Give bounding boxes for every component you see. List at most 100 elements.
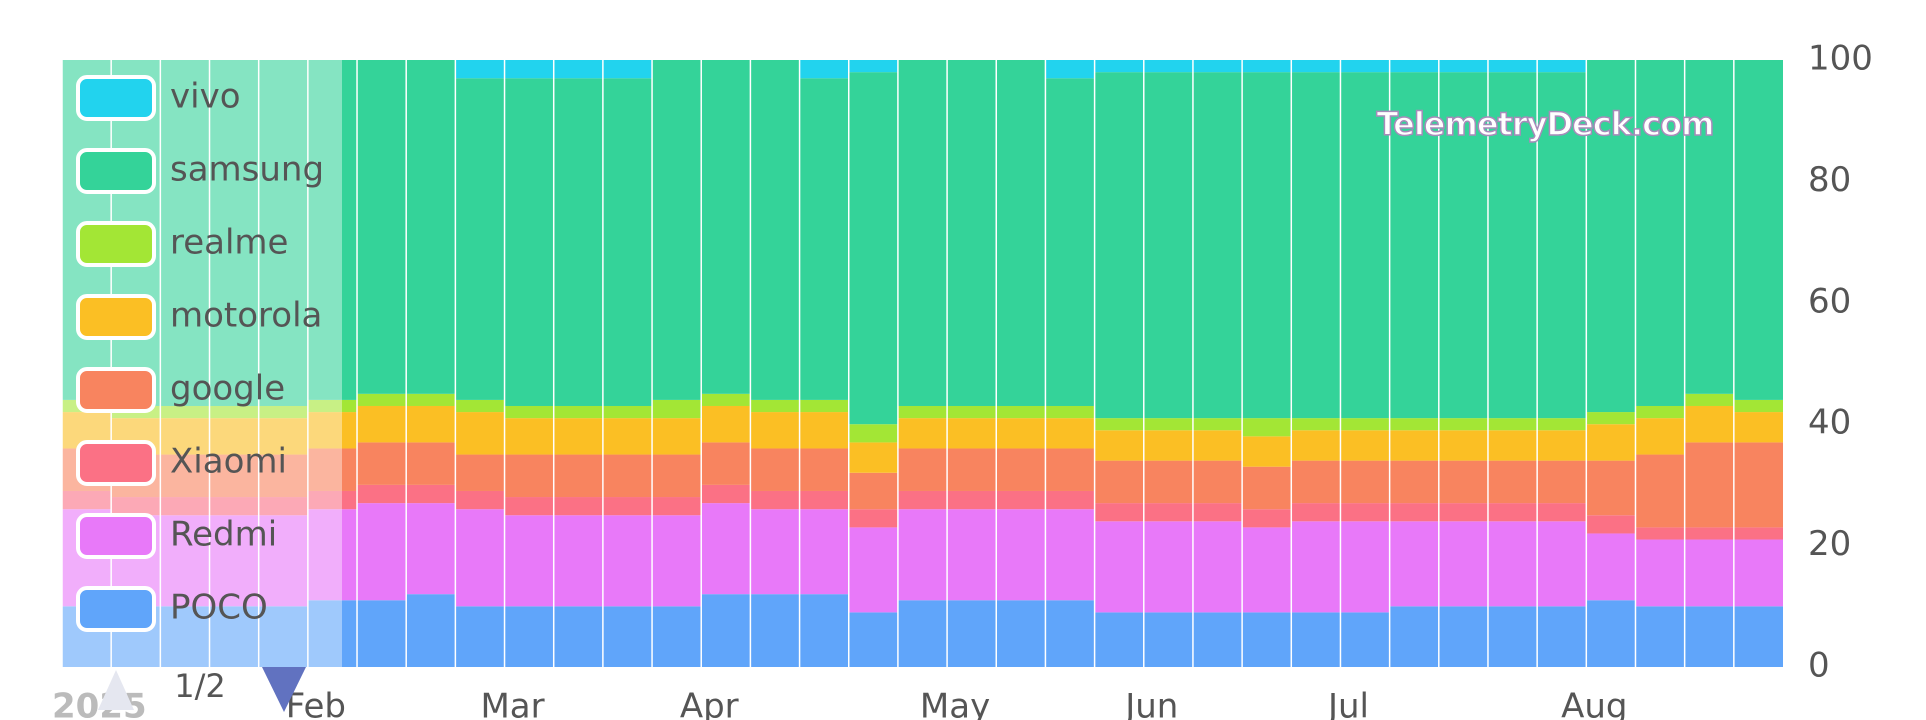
bar-segment: [897, 490, 948, 510]
bar-segment: [701, 594, 751, 667]
bar-segment: [652, 497, 702, 516]
legend-item[interactable]: samsung: [76, 148, 324, 194]
bar-segment: [1192, 60, 1243, 73]
bar-segment: [1537, 606, 1587, 667]
bar-segment: [1192, 418, 1243, 431]
bar-segment: [455, 60, 505, 79]
bar-segment: [848, 527, 898, 613]
bar-segment: [1635, 418, 1685, 455]
bar-segment: [1389, 60, 1439, 73]
bar-segment: [1586, 515, 1636, 534]
bar-segment: [1438, 60, 1488, 73]
bar-segment: [602, 497, 653, 516]
bar-segment: [1389, 72, 1439, 419]
y-tick-label: 40: [1808, 403, 1851, 443]
bar-segment: [1045, 418, 1095, 449]
bar-segment: [1586, 460, 1636, 516]
x-tick-label: Apr: [680, 687, 739, 720]
bar-segment: [1487, 72, 1538, 419]
bar-segment: [1242, 466, 1292, 510]
x-tick-label: Mar: [480, 687, 544, 720]
bar-segment: [504, 78, 554, 406]
bar-segment: [111, 497, 161, 516]
bar-segment: [357, 442, 407, 485]
legend-label: realme: [170, 223, 288, 263]
bar-segment: [602, 405, 653, 419]
bar-segment: [848, 472, 898, 510]
bar-segment: [553, 405, 603, 419]
bar-segment: [1389, 430, 1439, 461]
bar-segment: [1438, 418, 1488, 431]
legend-item[interactable]: google: [76, 367, 285, 413]
bar-segment: [1094, 460, 1144, 504]
legend-item[interactable]: motorola: [76, 294, 322, 340]
bar-segment: [1242, 612, 1292, 667]
bar-segment: [1045, 448, 1095, 491]
bar-segment: [848, 612, 898, 667]
legend-label: POCO: [170, 588, 268, 628]
bar-segment: [1340, 430, 1390, 461]
bar-segment: [701, 393, 751, 406]
bar-segment: [357, 503, 407, 601]
bar-segment: [996, 405, 1046, 419]
bar-segment: [1537, 521, 1587, 607]
bar-segment: [1733, 539, 1783, 607]
legend-item[interactable]: Xiaomi: [76, 440, 287, 486]
bar-segment: [1143, 430, 1193, 461]
bar-segment: [799, 399, 849, 413]
x-tick-label: May: [920, 687, 990, 720]
bar-segment: [1389, 503, 1439, 522]
bar-segment: [1586, 424, 1636, 461]
legend-item[interactable]: POCO: [76, 586, 268, 632]
bar-segment: [406, 484, 456, 504]
bar-segment: [1389, 460, 1439, 504]
bar-segment: [652, 399, 702, 419]
bar-segment: [1389, 418, 1439, 431]
legend-page-next[interactable]: [262, 667, 306, 712]
bar-segment: [504, 454, 554, 498]
bar-segment: [1340, 503, 1390, 522]
bar-segment: [1733, 442, 1783, 528]
legend-item[interactable]: vivo: [76, 75, 241, 121]
legend-item[interactable]: realme: [76, 221, 288, 267]
bar-segment: [1635, 405, 1685, 419]
bar-segment: [799, 60, 849, 79]
bar-segment: [504, 497, 554, 516]
legend-item[interactable]: Redmi: [76, 513, 277, 559]
bar-segment: [1192, 521, 1243, 613]
bar-segment: [848, 442, 898, 473]
bar-segment: [1143, 60, 1193, 73]
bar-segment: [897, 448, 948, 491]
bar-segment: [799, 412, 849, 449]
bar-segment: [897, 405, 948, 419]
bar-segment: [209, 454, 259, 498]
legend-page-prev[interactable]: [98, 670, 134, 710]
bar-segment: [701, 484, 751, 504]
bar-segment: [1340, 521, 1390, 613]
bar-segment: [750, 399, 800, 413]
bar-segment: [1586, 533, 1636, 601]
bar-segment: [1340, 60, 1390, 73]
bar-segment: [1291, 430, 1341, 461]
bar-segment: [897, 60, 948, 406]
bar-segment: [947, 490, 997, 510]
bar-segment: [504, 60, 554, 79]
bar-segment: [1733, 606, 1783, 667]
bar-segment: [1340, 418, 1390, 431]
bar-segment: [947, 405, 997, 419]
bar-segment: [848, 72, 898, 425]
bar-segment: [160, 497, 210, 516]
bar-segment: [947, 509, 997, 601]
bar-segment: [1242, 72, 1292, 419]
legend-label: samsung: [170, 150, 324, 190]
bar-segment: [357, 393, 407, 406]
bar-segment: [553, 78, 603, 406]
bar-segment: [307, 448, 358, 491]
bar-segment: [504, 418, 554, 455]
bar-segment: [750, 448, 800, 491]
bar-segment: [160, 405, 210, 419]
bar-segment: [996, 600, 1046, 667]
bar-segment: [1143, 521, 1193, 613]
bar-segment: [848, 60, 898, 73]
x-tick-label: Aug: [1561, 687, 1627, 720]
